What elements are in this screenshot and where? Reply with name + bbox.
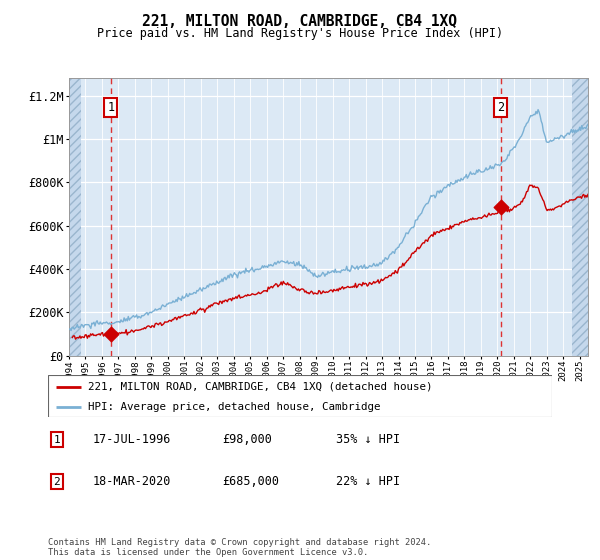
HPI: Average price, detached house, Cambridge: (2.02e+03, 1.14e+06): Average price, detached house, Cambridge… [535, 106, 542, 113]
Point [106, 330, 116, 339]
Text: 221, MILTON ROAD, CAMBRIDGE, CB4 1XQ (detached house): 221, MILTON ROAD, CAMBRIDGE, CB4 1XQ (de… [88, 382, 433, 392]
221, MILTON ROAD, CAMBRIDGE, CB4 1XQ (detached house) [230, 296, 238, 302]
HPI: Average price, detached house, Cambridge: (2.01e+03, 4.22e+05): Average price, detached house, Cambridge… [376, 261, 383, 268]
HPI: Average price, detached house, Cambridge: (2.02e+03, 1.04e+06): Average price, detached house, Cambridge… [574, 127, 581, 133]
221, MILTON ROAD, CAMBRIDGE, CB4 1XQ (detached house) [383, 274, 390, 281]
221, MILTON ROAD, CAMBRIDGE, CB4 1XQ (detached house) [449, 223, 456, 230]
Line: HPI: Average price, detached house, Cambridge: HPI: Average price, detached house, Camb… [69, 110, 588, 330]
HPI: Average price, detached house, Cambridge: (2.03e+03, 1.07e+06): Average price, detached house, Cambridge… [584, 121, 592, 128]
Bar [572, 78, 588, 356]
Point [496, 203, 506, 212]
HPI: Average price, detached house, Cambridge: (1.99e+03, 1.2e+05): Average price, detached house, Cambridge… [65, 326, 73, 333]
221, MILTON ROAD, CAMBRIDGE, CB4 1XQ (detached house) [358, 283, 365, 290]
Text: 2: 2 [497, 101, 505, 114]
Text: 22% ↓ HPI: 22% ↓ HPI [336, 475, 400, 488]
Text: £98,000: £98,000 [222, 433, 272, 446]
Text: £685,000: £685,000 [222, 475, 279, 488]
Text: 1: 1 [107, 101, 115, 114]
Text: Contains HM Land Registry data © Crown copyright and database right 2024.
This d: Contains HM Land Registry data © Crown c… [48, 538, 431, 557]
Line: 221, MILTON ROAD, CAMBRIDGE, CB4 1XQ (detached house): 221, MILTON ROAD, CAMBRIDGE, CB4 1XQ (de… [72, 185, 588, 339]
221, MILTON ROAD, CAMBRIDGE, CB4 1XQ (detached house) [526, 181, 533, 188]
HPI: Average price, detached house, Cambridge: (2.01e+03, 3.65e+05): Average price, detached house, Cambridge… [316, 273, 323, 280]
Text: HPI: Average price, detached house, Cambridge: HPI: Average price, detached house, Camb… [88, 402, 381, 412]
HPI: Average price, detached house, Cambridge: (1.99e+03, 1.16e+05): Average price, detached house, Cambridge… [67, 327, 74, 334]
Text: 2: 2 [53, 477, 61, 487]
221, MILTON ROAD, CAMBRIDGE, CB4 1XQ (detached house) [68, 334, 76, 341]
Text: 221, MILTON ROAD, CAMBRIDGE, CB4 1XQ: 221, MILTON ROAD, CAMBRIDGE, CB4 1XQ [143, 14, 458, 29]
HPI: Average price, detached house, Cambridge: (2.01e+03, 3.66e+05): Average price, detached house, Cambridge… [313, 273, 320, 280]
Bar [69, 78, 80, 356]
HPI: Average price, detached house, Cambridge: (2.02e+03, 8.85e+05): Average price, detached house, Cambridge… [492, 161, 499, 167]
Text: 1: 1 [53, 435, 61, 445]
Text: 35% ↓ HPI: 35% ↓ HPI [336, 433, 400, 446]
Text: 17-JUL-1996: 17-JUL-1996 [93, 433, 172, 446]
221, MILTON ROAD, CAMBRIDGE, CB4 1XQ (detached house) [584, 191, 592, 198]
HPI: Average price, detached house, Cambridge: (2.01e+03, 3.97e+05): Average price, detached house, Cambridge… [347, 267, 355, 273]
Text: Price paid vs. HM Land Registry's House Price Index (HPI): Price paid vs. HM Land Registry's House … [97, 27, 503, 40]
221, MILTON ROAD, CAMBRIDGE, CB4 1XQ (detached house) [287, 282, 295, 289]
Text: 18-MAR-2020: 18-MAR-2020 [93, 475, 172, 488]
221, MILTON ROAD, CAMBRIDGE, CB4 1XQ (detached house) [72, 336, 79, 343]
221, MILTON ROAD, CAMBRIDGE, CB4 1XQ (detached house) [539, 197, 547, 203]
